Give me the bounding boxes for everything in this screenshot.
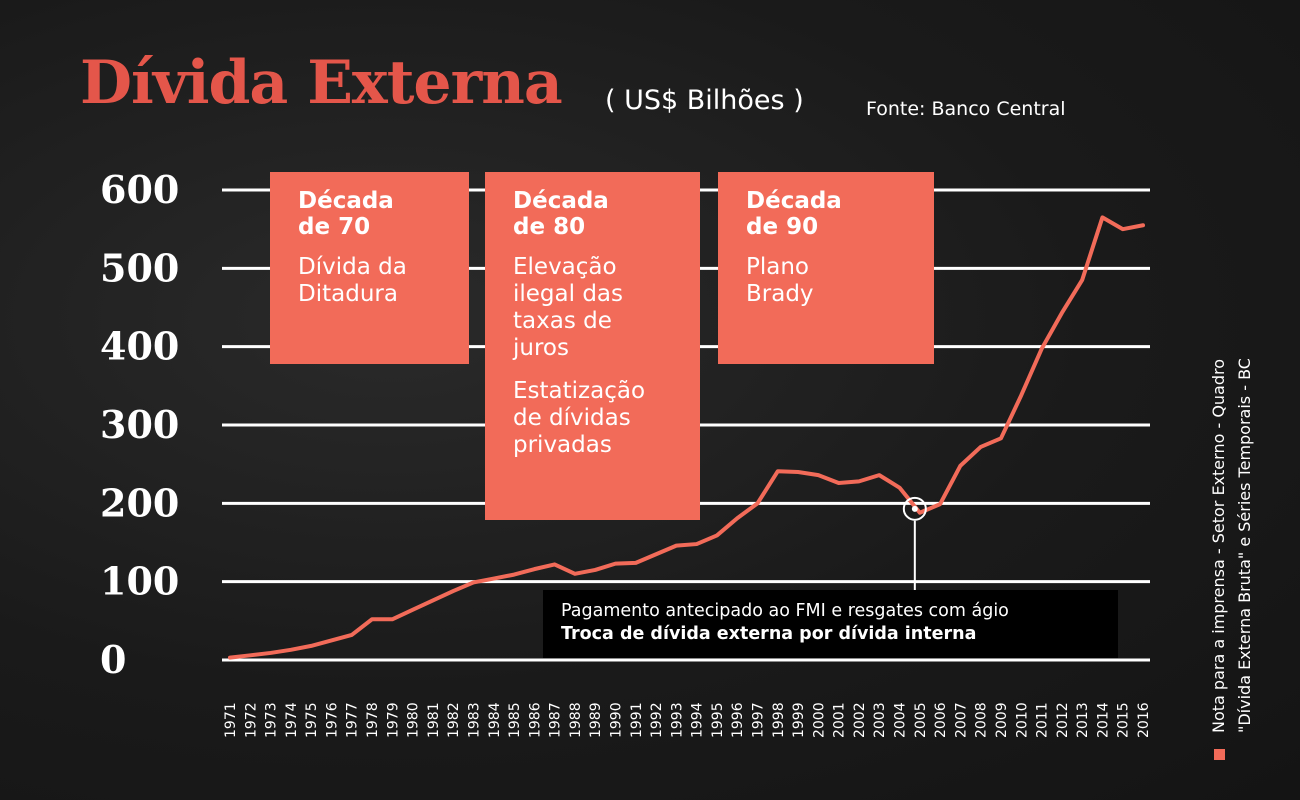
- y-tick-label: 300: [100, 402, 179, 447]
- y-tick-label: 100: [100, 559, 179, 604]
- x-tick-label: 1975: [304, 702, 320, 738]
- x-tick-label: 2002: [852, 702, 868, 738]
- x-tick-label: 1993: [669, 702, 685, 738]
- x-tick-label: 2015: [1116, 702, 1132, 738]
- box-heading: Década de 80: [513, 188, 609, 240]
- decade-90-box: Década de 90 Plano Brady: [718, 172, 934, 364]
- x-tick-label: 1997: [751, 702, 767, 738]
- x-tick-label: 2005: [913, 702, 929, 738]
- side-note: Nota para a imprensa - Setor Externo - Q…: [1206, 260, 1258, 760]
- accent-square-icon: [1214, 749, 1225, 760]
- x-tick-label: 1984: [487, 702, 503, 738]
- x-tick-label: 2009: [994, 702, 1010, 738]
- source-label: Fonte: Banco Central: [866, 98, 1066, 120]
- series-line: [228, 215, 1145, 660]
- y-tick-label: 400: [100, 324, 179, 369]
- x-tick-label: 1983: [466, 702, 482, 738]
- y-tick-label: 600: [100, 167, 179, 212]
- x-tick-label: 2011: [1035, 702, 1051, 738]
- x-tick-label: 2014: [1095, 702, 1111, 738]
- x-tick-label: 2003: [872, 702, 888, 738]
- annotation-line-2: Troca de dívida externa por dívida inter…: [561, 624, 977, 644]
- x-tick-label: 2004: [893, 702, 909, 738]
- y-tick-label: 500: [100, 245, 179, 290]
- annotation-box: Pagamento antecipado ao FMI e resgates c…: [543, 590, 1118, 658]
- box-heading: Década de 70: [298, 188, 394, 240]
- box-heading: Década de 90: [746, 188, 842, 240]
- y-tick-label: 0: [100, 637, 126, 682]
- x-tick-label: 1998: [771, 702, 787, 738]
- x-tick-label: 1974: [284, 702, 300, 738]
- box-body: Elevação ilegal das taxas de juros: [513, 254, 624, 361]
- x-tick-label: 2006: [933, 702, 949, 738]
- x-tick-label: 1972: [243, 702, 259, 738]
- box-body: Dívida da Ditadura: [298, 254, 407, 307]
- x-tick-label: 2000: [811, 702, 827, 738]
- x-tick-label: 1986: [527, 702, 543, 738]
- box-body-secondary: Estatização de dívidas privadas: [513, 378, 646, 458]
- x-tick-label: 2012: [1055, 702, 1071, 738]
- x-tick-label: 1990: [608, 702, 624, 738]
- x-tick-label: 1976: [324, 702, 340, 738]
- x-tick-label: 2001: [832, 702, 848, 738]
- x-tick-label: 2008: [974, 702, 990, 738]
- x-tick-label: 1973: [264, 702, 280, 738]
- x-tick-label: 1999: [791, 702, 807, 738]
- x-tick-label: 1991: [629, 702, 645, 738]
- x-tick-label: 1978: [365, 702, 381, 738]
- chart-title: Dívida Externa: [80, 48, 563, 118]
- x-tick-label: 1988: [568, 702, 584, 738]
- x-tick-label: 2013: [1075, 702, 1091, 738]
- x-tick-label: 2007: [953, 702, 969, 738]
- decade-70-box: Década de 70 Dívida da Ditadura: [270, 172, 469, 364]
- unit-label: ( US$ Bilhões ): [605, 85, 804, 116]
- x-tick-label: 1996: [730, 702, 746, 738]
- x-tick-label: 1980: [406, 702, 422, 738]
- annotation-marker-dot: [911, 505, 918, 512]
- x-tick-label: 1995: [710, 702, 726, 738]
- box-body: Plano Brady: [746, 254, 814, 307]
- x-tick-label: 1981: [426, 702, 442, 738]
- x-tick-label: 1985: [507, 702, 523, 738]
- x-tick-label: 1994: [690, 702, 706, 738]
- side-note-line-2: "Dívida Externa Bruta" e Séries Temporai…: [1235, 358, 1254, 733]
- annotation-line-1: Pagamento antecipado ao FMI e resgates c…: [561, 601, 1009, 621]
- x-tick-label: 1987: [548, 702, 564, 738]
- side-note-line-1: Nota para a imprensa - Setor Externo - Q…: [1209, 358, 1228, 733]
- decade-80-box: Década de 80 Elevação ilegal das taxas d…: [485, 172, 700, 520]
- x-tick-label: 2016: [1136, 702, 1152, 738]
- y-tick-label: 200: [100, 480, 179, 525]
- x-tick-label: 1982: [446, 702, 462, 738]
- x-tick-label: 1979: [385, 702, 401, 738]
- x-tick-label: 2010: [1014, 702, 1030, 738]
- x-tick-label: 1992: [649, 702, 665, 738]
- x-tick-label: 1977: [345, 702, 361, 738]
- x-tick-label: 1971: [223, 702, 239, 738]
- x-tick-label: 1989: [588, 702, 604, 738]
- annotation-marker-ring: [902, 496, 927, 521]
